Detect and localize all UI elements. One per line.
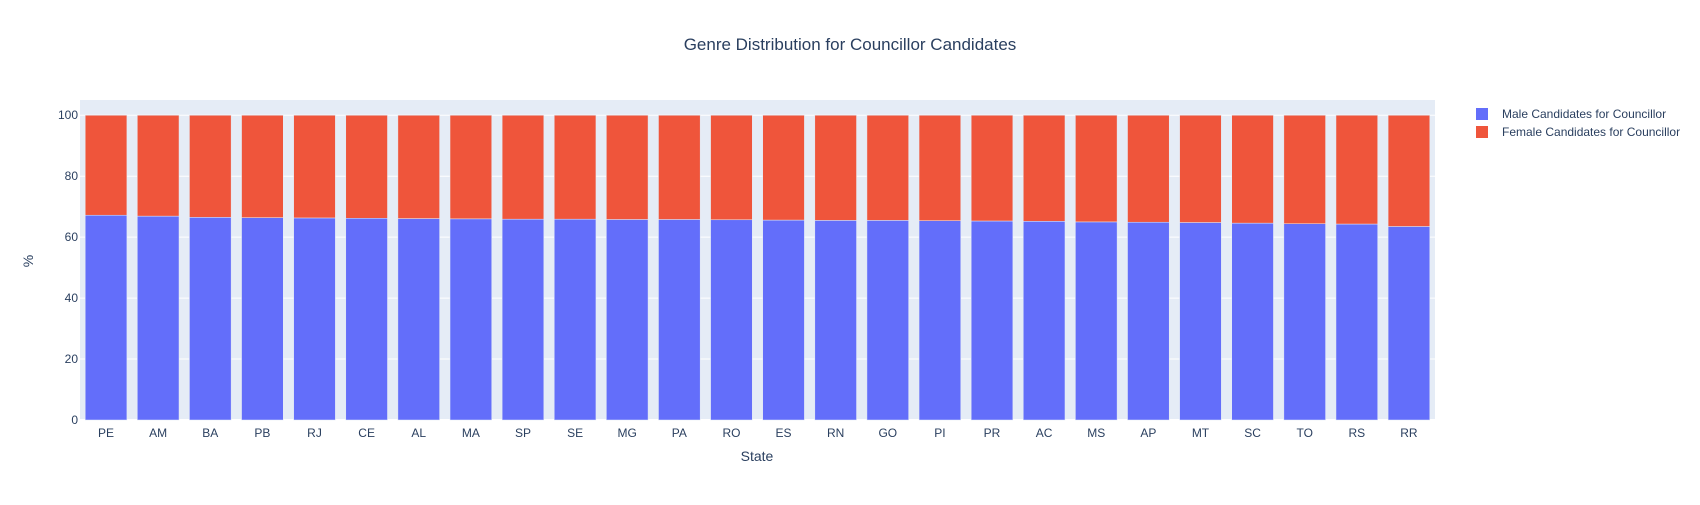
bar-female-pe[interactable] <box>84 114 128 216</box>
bar-female-se[interactable] <box>554 114 597 220</box>
bar-female-mt[interactable] <box>1179 114 1222 223</box>
bar-male-pr[interactable] <box>970 220 1014 421</box>
bar-male-mt[interactable] <box>1179 222 1222 421</box>
x-tick-label: RJ <box>307 426 322 440</box>
x-tick-label: TO <box>1296 426 1312 440</box>
y-tick-label: 40 <box>65 291 79 305</box>
x-tick-label: MS <box>1087 426 1105 440</box>
x-tick-label: PI <box>934 426 945 440</box>
x-tick-label: PR <box>984 426 1001 440</box>
bar-male-rn[interactable] <box>814 220 857 421</box>
x-tick-label: PB <box>254 426 270 440</box>
bar-male-es[interactable] <box>762 219 805 421</box>
x-tick-label: AP <box>1140 426 1156 440</box>
y-tick-label: 60 <box>65 230 79 244</box>
bar-female-sp[interactable] <box>501 114 545 220</box>
bar-male-se[interactable] <box>554 218 597 421</box>
bar-female-pi[interactable] <box>918 114 961 221</box>
bar-male-sc[interactable] <box>1231 222 1274 421</box>
bar-female-to[interactable] <box>1283 114 1326 224</box>
bar-female-rn[interactable] <box>814 114 857 221</box>
bar-male-sp[interactable] <box>501 218 545 421</box>
x-tick-label: RR <box>1400 426 1418 440</box>
x-tick-label: PA <box>672 426 687 440</box>
bar-male-ms[interactable] <box>1075 221 1118 421</box>
bar-female-pb[interactable] <box>241 114 284 218</box>
bar-female-ba[interactable] <box>189 114 232 218</box>
x-tick-label: ES <box>776 426 792 440</box>
x-tick-label: CE <box>358 426 375 440</box>
x-axis: PE AM BA PB RJ CE AL MA SP SE MG PA RO ES RN GO PI PR AC MS… <box>98 426 1418 440</box>
x-tick-label: SP <box>515 426 531 440</box>
bar-female-pr[interactable] <box>970 114 1014 222</box>
bar-male-pe[interactable] <box>84 214 128 421</box>
y-tick-label: 20 <box>65 352 79 366</box>
x-tick-label: AM <box>149 426 167 440</box>
bar-male-rr[interactable] <box>1387 226 1431 421</box>
bar-female-am[interactable] <box>137 114 180 217</box>
bar-male-ce[interactable] <box>345 217 388 421</box>
bar-male-al[interactable] <box>397 218 440 421</box>
bars-layer <box>84 114 1431 421</box>
bar-male-rj[interactable] <box>293 217 336 421</box>
legend-label[interactable]: Male Candidates for Councillor <box>1502 107 1666 121</box>
legend-swatch[interactable] <box>1476 126 1488 138</box>
x-tick-label: MG <box>618 426 637 440</box>
x-tick-label: RS <box>1348 426 1365 440</box>
bar-female-sc[interactable] <box>1231 114 1274 224</box>
bar-female-ce[interactable] <box>345 114 388 219</box>
bar-female-es[interactable] <box>762 114 805 221</box>
y-tick-label: 100 <box>58 108 78 122</box>
bar-female-ap[interactable] <box>1127 114 1170 223</box>
x-tick-label: SC <box>1244 426 1261 440</box>
x-tick-label: BA <box>202 426 218 440</box>
bar-female-ac[interactable] <box>1023 114 1066 222</box>
bar-female-al[interactable] <box>397 114 440 219</box>
bar-male-pi[interactable] <box>918 220 961 421</box>
bar-male-am[interactable] <box>137 215 180 421</box>
x-tick-label: SE <box>567 426 583 440</box>
bar-male-go[interactable] <box>866 220 909 421</box>
x-tick-label: AL <box>411 426 426 440</box>
y-tick-label: 0 <box>71 413 78 427</box>
x-axis-title: State <box>741 448 774 464</box>
bar-male-mg[interactable] <box>606 219 649 421</box>
y-axis: 0 20 40 60 80 100 <box>58 108 78 427</box>
legend: Male Candidates for Councillor Female Can… <box>1476 107 1680 139</box>
bar-female-rs[interactable] <box>1335 114 1378 225</box>
bar-male-ac[interactable] <box>1023 221 1066 421</box>
chart-title: Genre Distribution for Councillor Candid… <box>684 35 1017 54</box>
bar-female-rj[interactable] <box>293 114 336 219</box>
x-tick-label: MT <box>1192 426 1210 440</box>
y-tick-label: 80 <box>65 169 79 183</box>
bar-female-ma[interactable] <box>449 114 492 220</box>
x-tick-label: PE <box>98 426 114 440</box>
bar-female-pa[interactable] <box>658 114 701 220</box>
x-tick-label: GO <box>878 426 897 440</box>
bar-female-ro[interactable] <box>710 114 753 221</box>
bar-male-ro[interactable] <box>710 219 753 421</box>
bar-male-rs[interactable] <box>1335 223 1378 421</box>
bar-female-rr[interactable] <box>1387 114 1431 227</box>
bar-male-pa[interactable] <box>658 219 701 421</box>
y-axis-title: % <box>20 255 36 267</box>
x-tick-label: AC <box>1036 426 1053 440</box>
x-tick-label: RO <box>722 426 740 440</box>
x-tick-label: MA <box>462 426 480 440</box>
legend-label[interactable]: Female Candidates for Councillor <box>1502 125 1680 139</box>
bar-male-to[interactable] <box>1283 223 1326 421</box>
bar-female-ms[interactable] <box>1075 114 1118 223</box>
bar-male-pb[interactable] <box>241 217 284 421</box>
bar-male-ma[interactable] <box>449 218 492 421</box>
bar-female-go[interactable] <box>866 114 909 221</box>
bar-female-mg[interactable] <box>606 114 649 220</box>
bar-male-ba[interactable] <box>189 217 232 421</box>
bar-male-ap[interactable] <box>1127 221 1170 421</box>
x-tick-label: RN <box>827 426 844 440</box>
legend-swatch[interactable] <box>1476 108 1488 120</box>
